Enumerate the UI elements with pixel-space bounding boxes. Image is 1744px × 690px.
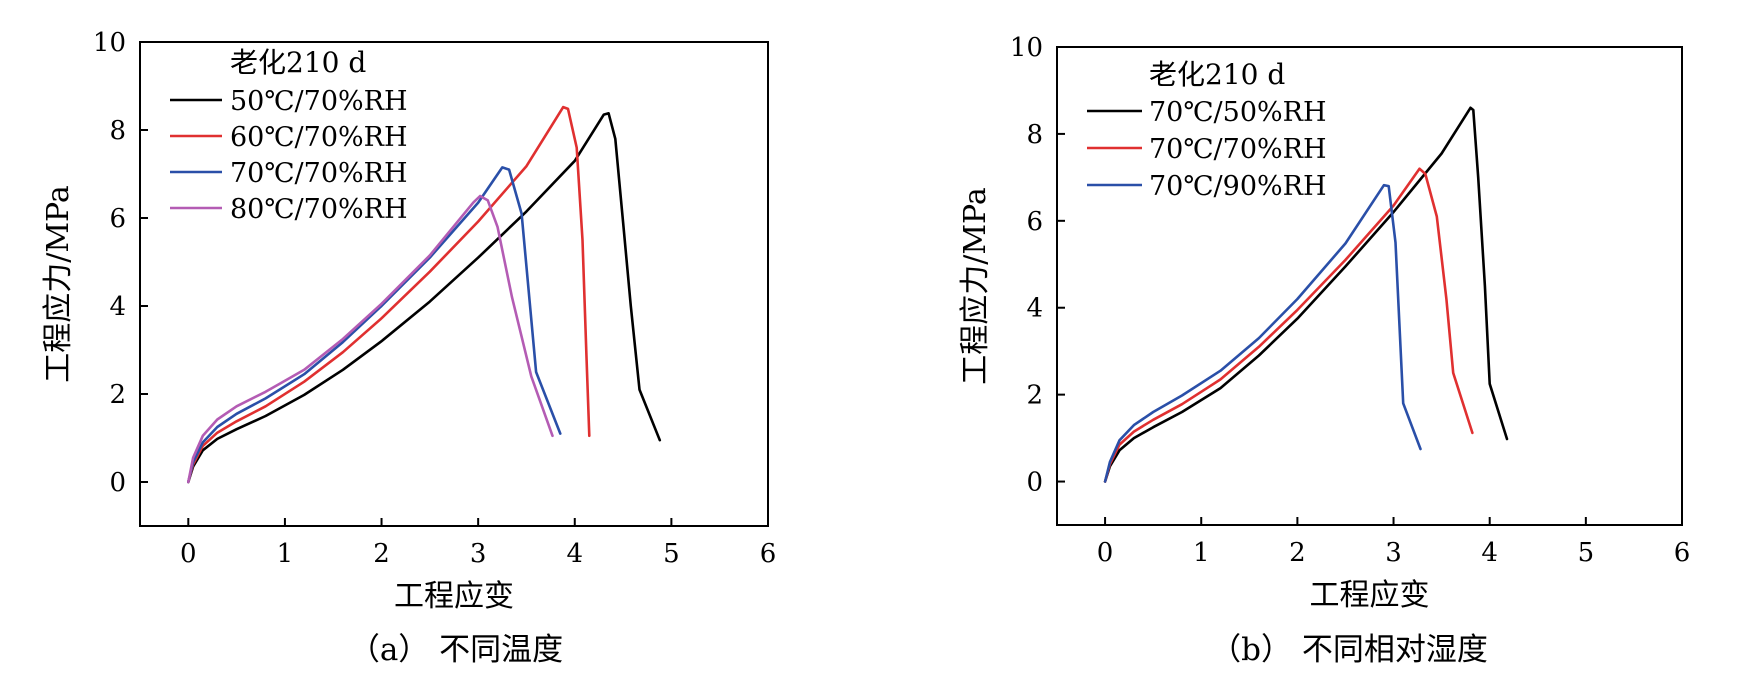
y-tick-label: 8 (109, 116, 126, 146)
x-tick-label: 6 (1674, 538, 1691, 568)
x-axis-title: 工程应变 (1310, 578, 1430, 613)
y-tick-label: 10 (93, 28, 126, 58)
x-tick-label: 0 (180, 539, 197, 569)
series-line-3 (1103, 183, 1422, 483)
x-tick-label: 3 (1385, 538, 1402, 568)
y-tick-label: 4 (109, 292, 126, 322)
x-axis-title: 工程应变 (394, 579, 514, 614)
y-tick-label: 6 (1026, 207, 1043, 237)
series-line-2 (1103, 167, 1474, 483)
legend-label-2: 60℃/70%RH (230, 122, 408, 153)
x-tick-label: 2 (1289, 538, 1306, 568)
legend-title: 老化210 d (230, 46, 366, 79)
x-tick-label: 1 (1193, 538, 1210, 568)
y-tick-label: 2 (109, 380, 126, 410)
x-tick-label: 3 (470, 539, 487, 569)
series-line-2 (187, 105, 591, 484)
y-tick-label: 8 (1026, 120, 1043, 150)
legend: 老化210 d 50℃/70%RH 60℃/70%RH 70℃/70%RH 80℃/70… (170, 46, 408, 225)
plot-frame (139, 41, 769, 527)
series-line-4 (187, 194, 554, 484)
chart-b: 0 1 2 3 4 5 6 0 2 4 6 8 10 工程应变 工程应力/MPa 老化210 d 70℃/50%… (958, 33, 1690, 668)
series-line-1 (1103, 106, 1509, 483)
chart-caption: （a） 不同温度 (349, 632, 563, 668)
legend-label-3: 70℃/90%RH (1149, 171, 1327, 202)
legend-title: 老化210 d (1149, 58, 1285, 91)
legend-label-4: 80℃/70%RH (230, 194, 408, 225)
x-tick-label: 5 (1578, 538, 1595, 568)
y-tick-label: 10 (1010, 33, 1043, 63)
y-tick-label: 2 (1026, 381, 1043, 411)
x-tick-label: 4 (566, 539, 583, 569)
x-tick-label: 1 (277, 539, 294, 569)
plot-frame (1056, 46, 1683, 526)
y-tick-label: 0 (1026, 468, 1043, 498)
series-line-1 (187, 112, 662, 484)
x-tick-label: 2 (373, 539, 390, 569)
x-tick-label: 4 (1481, 538, 1498, 568)
x-tick-label: 5 (663, 539, 680, 569)
series-line-3 (187, 166, 562, 484)
x-tick-label: 6 (760, 539, 777, 569)
chart-caption: （b） 不同相对湿度 (1210, 632, 1488, 668)
x-tick-label: 0 (1097, 538, 1114, 568)
y-axis-title: 工程应力/MPa (41, 185, 76, 383)
legend-label-3: 70℃/70%RH (230, 158, 408, 189)
legend-label-2: 70℃/70%RH (1149, 134, 1327, 165)
chart-a: 0 1 2 3 4 5 6 0 2 4 6 8 10 工程应变 工程应力/MPa 老化210 d 50℃/70%… (41, 28, 776, 668)
y-tick-label: 0 (109, 468, 126, 498)
legend-label-1: 50℃/70%RH (230, 86, 408, 117)
y-tick-label: 6 (109, 204, 126, 234)
legend-label-1: 70℃/50%RH (1149, 97, 1327, 128)
legend: 老化210 d 70℃/50%RH 70℃/70%RH 70℃/90%RH (1087, 58, 1327, 202)
y-axis-title: 工程应力/MPa (958, 187, 993, 385)
y-tick-label: 4 (1026, 294, 1043, 324)
